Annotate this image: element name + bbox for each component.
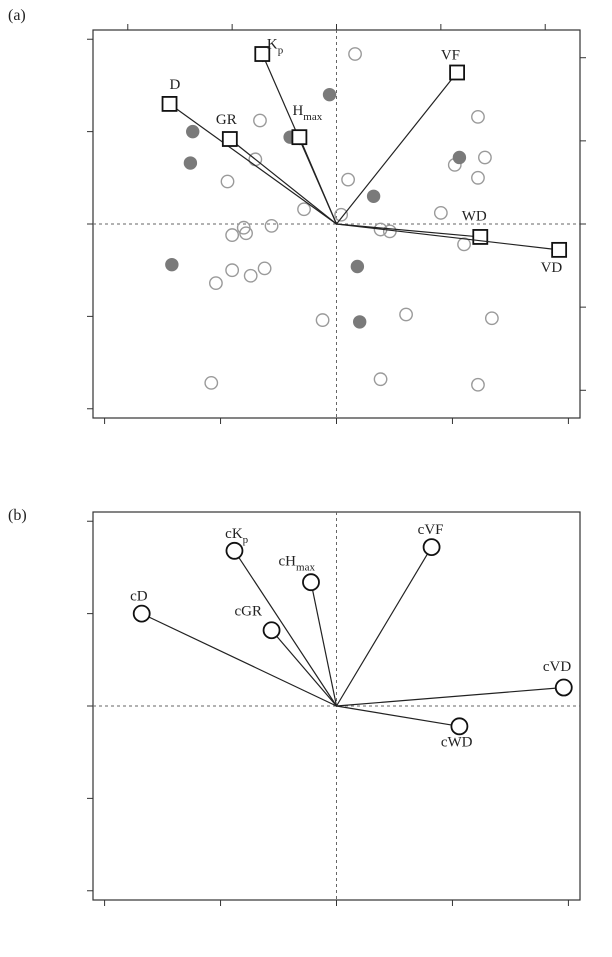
loading-arrow <box>168 103 337 225</box>
variable-marker <box>221 131 238 147</box>
sample-point-filled <box>366 189 381 203</box>
sample-point-filled <box>322 87 337 102</box>
panel-b-pca-biplot: cKp cVF cHmax cD cGR cVD cWD <box>87 511 581 906</box>
variable-label-main: GR <box>216 112 237 128</box>
sample-point-filled <box>183 156 198 170</box>
variable-label: Hmax <box>292 103 322 123</box>
variable-marker <box>554 678 573 697</box>
loading-arrow <box>336 223 560 253</box>
sample-point-filled <box>186 124 200 139</box>
variable-marker <box>422 538 441 557</box>
loading-arrow <box>309 581 338 707</box>
loading-arrow <box>298 136 338 225</box>
variable-label-main: cWD <box>441 735 473 751</box>
sample-point-open <box>341 172 355 187</box>
variable-marker <box>262 621 281 640</box>
sample-point-open <box>382 224 397 239</box>
variable-label-main: WD <box>462 208 487 224</box>
panel-label-b: (b) <box>8 507 27 524</box>
variable-marker <box>225 541 244 560</box>
loading-arrow <box>233 550 338 707</box>
variable-label-subscript: p <box>243 534 249 546</box>
sample-point-open <box>225 228 240 242</box>
variable-label-main: cVD <box>543 659 571 675</box>
sample-point-open <box>264 218 279 233</box>
variable-marker <box>551 241 568 258</box>
variable-label-main: VD <box>541 260 563 276</box>
panel-a-pca-biplot: Kp VF D Hmax GR WD VD <box>87 24 586 424</box>
variable-label-main: cVF <box>418 522 444 538</box>
variable-label-main: cGR <box>234 603 262 619</box>
sample-point-open <box>471 377 485 392</box>
variable-marker <box>161 96 178 112</box>
loading-arrow <box>140 613 337 707</box>
variable-marker <box>132 604 151 623</box>
variable-label: cHmax <box>279 554 316 574</box>
variable-label: cD <box>130 589 148 605</box>
sample-point-filled <box>350 259 365 274</box>
variable-marker <box>291 129 308 146</box>
sample-point-open <box>348 47 362 61</box>
sample-point-open <box>239 226 253 241</box>
sample-point-open <box>471 170 485 185</box>
sample-point-open <box>457 237 471 252</box>
loading-arrow <box>335 546 433 707</box>
variable-label-subscript: p <box>278 44 284 56</box>
variable-label-main: cH <box>279 554 297 570</box>
variable-label-subscript: max <box>296 562 315 574</box>
loading-arrow <box>336 705 461 729</box>
variable-label-subscript: max <box>303 111 322 123</box>
panel-label-a: (a) <box>8 7 26 24</box>
variable-label: cGR <box>234 603 262 619</box>
variable-marker <box>254 46 271 62</box>
loading-arrow <box>336 71 458 225</box>
variable-label: cVD <box>543 659 571 675</box>
variable-label-main: H <box>292 103 303 119</box>
sample-point-open <box>220 174 235 189</box>
variable-label: Kp <box>267 36 284 56</box>
variable-label: WD <box>462 208 487 224</box>
variable-label-main: D <box>170 77 181 93</box>
sample-point-open <box>315 313 330 327</box>
sample-point-open <box>204 375 219 390</box>
sample-point-open <box>373 372 388 387</box>
variable-label: D <box>170 77 181 93</box>
variable-label-main: K <box>267 36 278 52</box>
sample-point-open <box>433 206 448 220</box>
variable-label: GR <box>216 112 237 128</box>
loading-arrow <box>271 629 337 707</box>
variable-label-main: cD <box>130 589 148 605</box>
sample-point-open <box>225 263 240 278</box>
sample-point-open <box>253 113 267 128</box>
variable-marker <box>449 64 465 81</box>
sample-point-open <box>257 261 272 276</box>
variable-label: VF <box>441 48 460 64</box>
loading-arrow <box>336 223 482 240</box>
variable-label: cKp <box>225 526 249 546</box>
variable-marker <box>450 717 469 736</box>
variable-label: cWD <box>441 735 473 751</box>
sample-point-open <box>471 109 485 124</box>
sample-point-filled <box>165 257 179 272</box>
sample-point-open <box>478 150 492 165</box>
sample-point-filled <box>452 150 467 165</box>
variable-label: cVF <box>418 522 444 538</box>
loading-arrow <box>336 684 565 707</box>
sample-point-open <box>334 207 349 222</box>
variable-label-main: cK <box>225 526 243 542</box>
sample-point-filled <box>352 315 367 329</box>
sample-point-open <box>399 307 413 322</box>
loading-arrow <box>229 138 337 225</box>
variable-label-main: VF <box>441 48 460 64</box>
sample-point-open <box>209 276 223 291</box>
sample-point-open <box>297 202 311 217</box>
variable-label: VD <box>541 260 563 276</box>
variable-marker <box>302 573 320 592</box>
sample-point-open <box>484 311 499 326</box>
sample-point-open <box>243 268 258 283</box>
